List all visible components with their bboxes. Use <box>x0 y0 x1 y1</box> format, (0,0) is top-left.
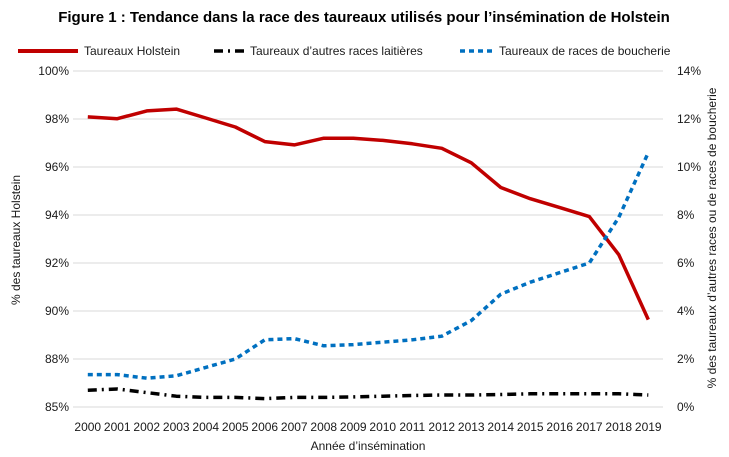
x-tick-label: 2016 <box>546 420 573 434</box>
y-right-tick-label: 2% <box>677 352 695 366</box>
series-line-other-dairy <box>87 387 649 401</box>
legend-label-holstein: Taureaux Holstein <box>84 44 180 58</box>
x-tick-label: 2000 <box>74 420 101 434</box>
chart-title: Figure 1 : Tendance dans la race des tau… <box>58 9 670 26</box>
x-tick-label: 2006 <box>251 420 278 434</box>
y-right-tick-label: 10% <box>677 160 701 174</box>
x-axis-label: Année d’insémination <box>311 439 426 453</box>
x-tick-label: 2011 <box>399 420 425 434</box>
y-left-tick-label: 96% <box>45 160 69 174</box>
y-left-tick-label: 85% <box>45 400 69 414</box>
y-right-tick-label: 6% <box>677 256 695 270</box>
series-line-beef <box>87 151 650 380</box>
legend: Taureaux Holstein Taureaux d’autres race… <box>18 44 671 58</box>
x-tick-label: 2010 <box>369 420 396 434</box>
y-left-tick-label: 90% <box>45 304 69 318</box>
y-right-tick-label: 4% <box>677 304 695 318</box>
legend-label-beef: Taureaux de races de boucherie <box>499 44 671 58</box>
x-tick-label: 2015 <box>517 420 544 434</box>
x-tick-label: 2009 <box>340 420 367 434</box>
x-tick-label: 2017 <box>576 420 603 434</box>
x-tick-label: 2019 <box>635 420 662 434</box>
x-tick-label: 2012 <box>428 420 455 434</box>
x-tick-label: 2008 <box>310 420 337 434</box>
y-right-tick-label: 14% <box>677 64 701 78</box>
series-line-holstein <box>87 107 650 321</box>
y-left-tick-label: 100% <box>38 64 69 78</box>
y-right-tick-label: 8% <box>677 208 695 222</box>
y-axis-right-label: % des taureaux d’autres races ou de race… <box>705 87 719 388</box>
x-tick-label: 2003 <box>163 420 190 434</box>
x-tick-label: 2004 <box>192 420 219 434</box>
x-tick-label: 2001 <box>104 420 131 434</box>
x-tick-label: 2007 <box>281 420 308 434</box>
legend-label-other-dairy: Taureaux d’autres races laitières <box>250 44 423 58</box>
x-tick-label: 2014 <box>487 420 514 434</box>
x-tick-label: 2005 <box>222 420 249 434</box>
x-tick-label: 2018 <box>605 420 632 434</box>
y-axis-left-label: % des taureaux Holstein <box>9 175 23 305</box>
x-tick-label: 2002 <box>133 420 160 434</box>
y-left-tick-label: 94% <box>45 208 69 222</box>
y-right-tick-label: 0% <box>677 400 695 414</box>
y-right-tick-label: 12% <box>677 112 701 126</box>
y-left-tick-label: 92% <box>45 256 69 270</box>
y-left-tick-label: 98% <box>45 112 69 126</box>
y-left-tick-label: 88% <box>45 352 69 366</box>
x-tick-label: 2013 <box>458 420 485 434</box>
